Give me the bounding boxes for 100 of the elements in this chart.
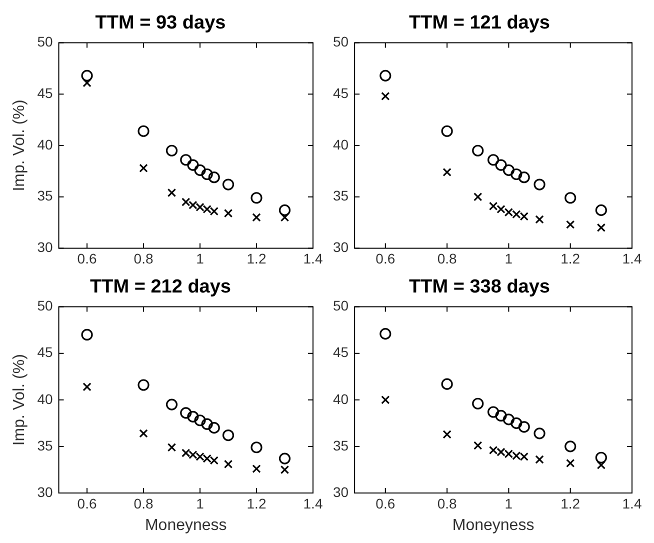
point [380,70,392,82]
point [166,144,178,156]
point [474,192,482,202]
point [472,398,484,410]
point [82,382,92,392]
point [196,452,204,462]
point [167,443,176,452]
point [595,204,607,216]
point [208,172,220,184]
point [182,198,190,206]
y-tick-label: 30 [37,484,53,500]
chart-title: TTM = 121 days [409,12,550,34]
point [188,450,198,460]
y-tick-label: 40 [37,136,53,152]
point [441,378,453,390]
point [210,206,218,216]
point [139,429,148,438]
y-tick-label: 50 [332,34,349,50]
point [488,446,498,455]
chart-title: TTM = 212 days [90,276,231,298]
x-tick-label: 0.6 [376,250,396,266]
point [208,422,220,434]
point [187,410,199,422]
point [518,172,530,184]
point [535,215,544,224]
point [564,192,576,204]
point [82,78,92,88]
point [510,168,522,180]
point [441,125,453,137]
x-tick-label: 1.4 [622,250,642,266]
point [188,200,198,210]
y-tick-label: 35 [332,437,349,454]
point [474,441,482,450]
point [138,125,150,137]
point [138,379,150,391]
point [139,164,148,172]
point [487,406,500,418]
point [222,429,234,442]
point [222,178,234,190]
point [202,204,212,214]
y-tick-label: 45 [332,85,349,102]
point [250,442,262,454]
point [566,458,575,468]
point [224,460,233,468]
point [512,451,521,460]
point [535,455,544,464]
point [278,204,291,216]
x-tick-label: 1.2 [560,250,580,266]
point [442,168,452,177]
y-tick-label: 40 [332,390,349,407]
point [380,328,392,340]
x-tick-label: 1.2 [246,250,266,266]
point [182,448,190,458]
point [472,144,484,156]
point [534,178,546,190]
x-tick-label: 1 [504,495,513,512]
point [596,460,606,470]
point [187,159,199,171]
point [280,465,290,474]
x-tick-label: 1.4 [303,495,323,512]
point [504,208,514,217]
x-tick-label: 1 [196,495,204,512]
point [381,396,390,404]
y-tick-label: 35 [37,437,53,454]
x-tick-label: 1.4 [303,250,323,266]
y-axis-title: Imp. Vol. (%) [11,100,28,192]
x-tick-label: 0.6 [77,250,97,266]
y-tick-label: 45 [37,85,53,102]
point [518,421,530,433]
y-tick-label: 50 [37,34,53,50]
point [487,154,500,166]
point [495,410,507,422]
x-tick-label: 1.4 [622,495,642,512]
point [201,168,213,180]
point [564,440,576,452]
y-tick-label: 45 [332,344,349,360]
point [252,213,261,222]
point [595,452,607,464]
point [596,223,606,232]
x-tick-label: 0.8 [437,250,457,266]
point [496,204,506,214]
point [510,417,522,429]
point [166,398,178,410]
y-tick-label: 50 [332,298,349,314]
x-tick-label: 1 [504,250,513,266]
point [534,428,546,440]
chart-title: TTM = 93 days [95,12,226,34]
point [81,328,93,341]
point [252,464,261,474]
x-tick-label: 0.6 [376,495,396,512]
y-tick-label: 50 [37,298,53,314]
point [566,220,575,229]
x-tick-label: 1.2 [560,495,580,512]
x-tick-label: 1 [196,250,204,266]
x-tick-label: 0.8 [437,495,457,512]
point [280,213,290,222]
point [194,414,206,426]
point [196,202,204,212]
x-axis-title: Moneyness [144,516,227,534]
y-tick-label: 40 [332,136,349,152]
